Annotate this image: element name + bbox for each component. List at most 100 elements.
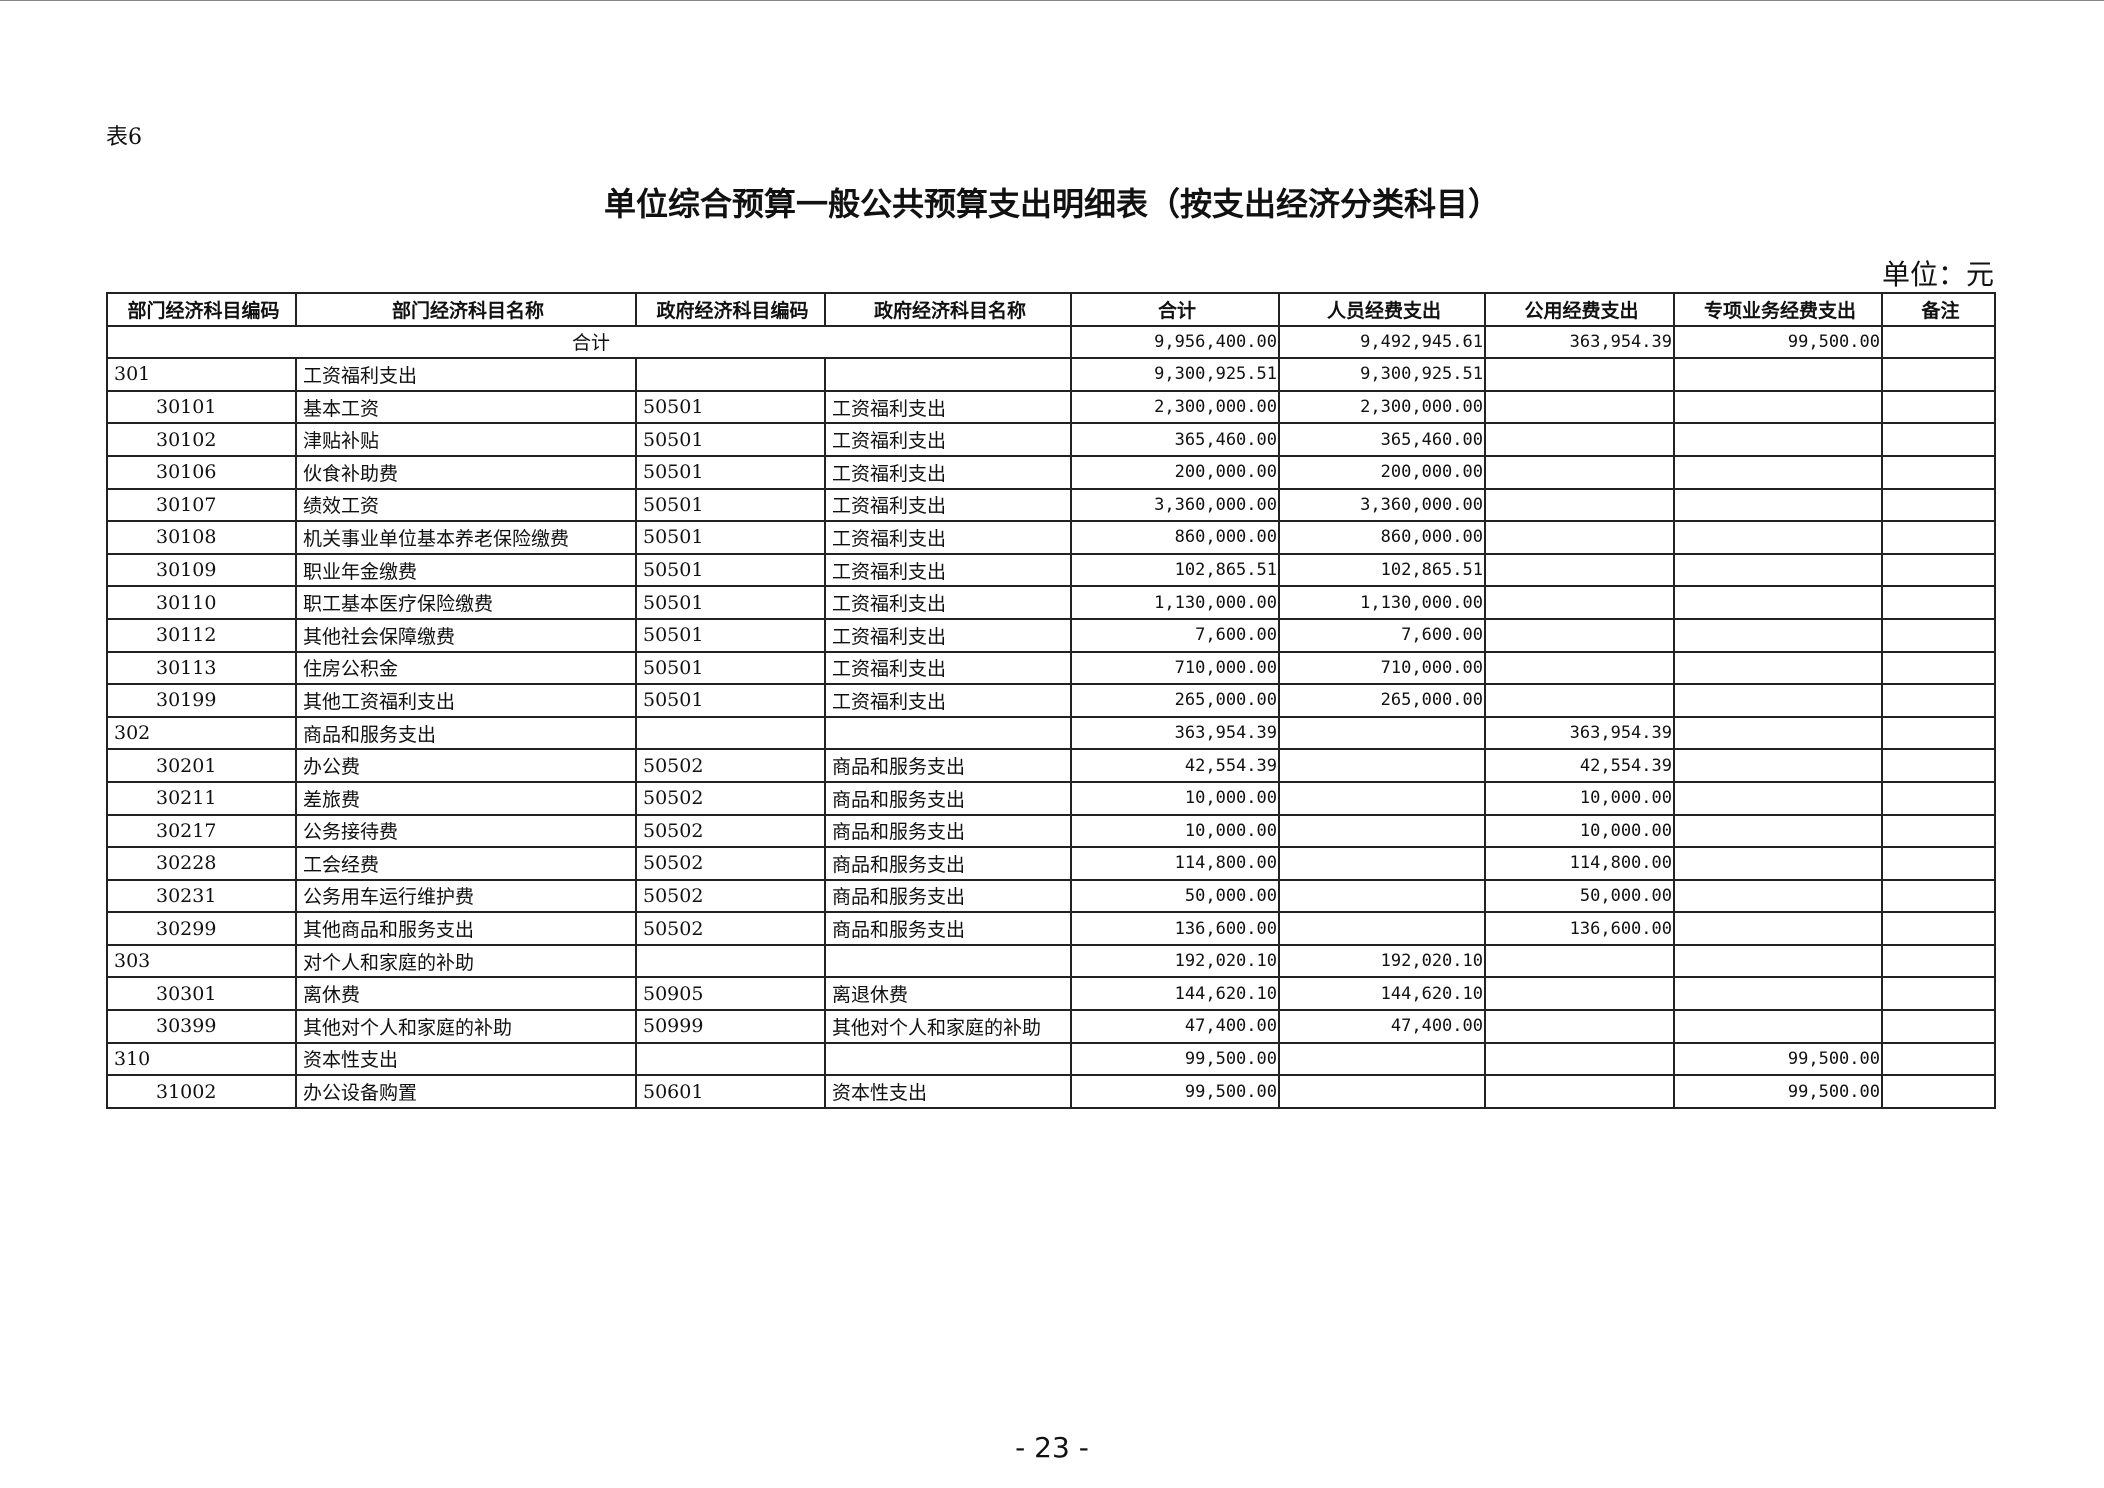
total-row: 合计 9,956,400.00 9,492,945.61 363,954.39 …	[106, 324, 1996, 360]
cell-note	[1881, 846, 1996, 881]
cell-total: 2,300,000.00	[1070, 389, 1280, 425]
cell-note	[1881, 1009, 1996, 1044]
table-row: 30228 工会经费 50502 商品和服务支出 114,800.00 114,800.0…	[106, 846, 1996, 881]
cell-gov-name: 工资福利支出	[824, 389, 1072, 425]
total-public: 363,954.39	[1484, 324, 1675, 360]
cell-note	[1881, 911, 1996, 946]
cell-gov-code: 50502	[635, 748, 826, 783]
cell-dept-name: 住房公积金	[295, 650, 637, 686]
unit-label: 单位：元	[1881, 258, 1994, 291]
cell-public: 10,000.00	[1484, 813, 1675, 849]
cell-dept-code: 30217	[106, 813, 297, 849]
cell-total: 363,954.39	[1070, 715, 1280, 751]
cell-dept-name: 绩效工资	[295, 487, 637, 523]
cell-dept-code: 302	[106, 715, 297, 751]
cell-gov-code: 50501	[635, 650, 826, 686]
cell-total: 365,460.00	[1070, 422, 1280, 457]
cell-note	[1881, 520, 1996, 555]
cell-gov-code	[635, 357, 826, 392]
cell-gov-code: 50502	[635, 911, 826, 946]
cell-public	[1484, 422, 1675, 457]
cell-note	[1881, 422, 1996, 457]
cell-gov-name	[824, 357, 1072, 392]
cell-total: 710,000.00	[1070, 650, 1280, 686]
cell-note	[1881, 1041, 1996, 1077]
cell-gov-name: 商品和服务支出	[824, 846, 1072, 881]
cell-dept-code: 310	[106, 1041, 297, 1077]
cell-personnel: 365,460.00	[1278, 422, 1486, 457]
cell-personnel: 1,130,000.00	[1278, 585, 1486, 620]
cell-personnel	[1278, 1074, 1486, 1109]
cell-gov-code: 50501	[635, 487, 826, 523]
cell-total: 42,554.39	[1070, 748, 1280, 783]
cell-total: 1,130,000.00	[1070, 585, 1280, 620]
cell-special	[1673, 552, 1883, 588]
cell-dept-name: 离休费	[295, 976, 637, 1012]
table-row: 30231 公务用车运行维护费 50502 商品和服务支出 50,000.00 50,00…	[106, 878, 1996, 914]
cell-gov-name: 离退休费	[824, 976, 1072, 1012]
cell-gov-code: 50501	[635, 389, 826, 425]
cell-personnel	[1278, 878, 1486, 914]
cell-public: 50,000.00	[1484, 878, 1675, 914]
cell-dept-code: 30102	[106, 422, 297, 457]
table-row: 301 工资福利支出 9,300,925.51 9,300,925.51	[106, 357, 1996, 392]
cell-gov-code: 50502	[635, 813, 826, 849]
cell-gov-name: 商品和服务支出	[824, 813, 1072, 849]
cell-dept-name: 对个人和家庭的补助	[295, 943, 637, 979]
cell-personnel: 265,000.00	[1278, 683, 1486, 718]
cell-total: 99,500.00	[1070, 1074, 1280, 1109]
table-row: 30217 公务接待费 50502 商品和服务支出 10,000.00 10,000.00	[106, 813, 1996, 849]
cell-public: 42,554.39	[1484, 748, 1675, 783]
cell-dept-name: 工资福利支出	[295, 357, 637, 392]
total-personnel: 9,492,945.61	[1278, 324, 1486, 360]
cell-total: 265,000.00	[1070, 683, 1280, 718]
cell-note	[1881, 976, 1996, 1012]
cell-note	[1881, 683, 1996, 718]
cell-dept-name: 职业年金缴费	[295, 552, 637, 588]
cell-gov-name: 工资福利支出	[824, 487, 1072, 523]
table-row: 310 资本性支出 99,500.00 99,500.00	[106, 1041, 1996, 1077]
cell-special	[1673, 1009, 1883, 1044]
cell-public	[1484, 454, 1675, 490]
cell-total: 102,865.51	[1070, 552, 1280, 588]
cell-total: 200,000.00	[1070, 454, 1280, 490]
cell-personnel	[1278, 780, 1486, 816]
cell-public: 363,954.39	[1484, 715, 1675, 751]
cell-special	[1673, 585, 1883, 620]
budget-table: 部门经济科目编码 部门经济科目名称 政府经济科目编码 政府经济科目名称 合计 人…	[106, 292, 1996, 1109]
cell-gov-name: 工资福利支出	[824, 520, 1072, 555]
table-number: 表6	[106, 125, 142, 150]
cell-gov-code: 50501	[635, 617, 826, 653]
header-public: 公用经费支出	[1484, 292, 1675, 327]
cell-gov-code: 50501	[635, 552, 826, 588]
cell-special	[1673, 422, 1883, 457]
cell-gov-code	[635, 943, 826, 979]
cell-total: 47,400.00	[1070, 1009, 1280, 1044]
cell-dept-name: 公务用车运行维护费	[295, 878, 637, 914]
table-row: 30211 差旅费 50502 商品和服务支出 10,000.00 10,000.00	[106, 780, 1996, 816]
cell-note	[1881, 943, 1996, 979]
cell-total: 3,360,000.00	[1070, 487, 1280, 523]
cell-gov-name: 工资福利支出	[824, 585, 1072, 620]
cell-public	[1484, 976, 1675, 1012]
table-row: 30299 其他商品和服务支出 50502 商品和服务支出 136,600.00 136,…	[106, 911, 1996, 946]
cell-personnel: 47,400.00	[1278, 1009, 1486, 1044]
header-total: 合计	[1070, 292, 1280, 327]
cell-gov-code: 50501	[635, 683, 826, 718]
table-row: 30102 津贴补贴 50501 工资福利支出 365,460.00 365,460.00	[106, 422, 1996, 457]
cell-personnel	[1278, 911, 1486, 946]
cell-note	[1881, 585, 1996, 620]
cell-dept-name: 公务接待费	[295, 813, 637, 849]
cell-dept-code: 30201	[106, 748, 297, 783]
cell-public	[1484, 552, 1675, 588]
cell-personnel	[1278, 715, 1486, 751]
cell-gov-name	[824, 943, 1072, 979]
cell-public	[1484, 1041, 1675, 1077]
cell-personnel: 9,300,925.51	[1278, 357, 1486, 392]
cell-special	[1673, 715, 1883, 751]
cell-special	[1673, 780, 1883, 816]
cell-personnel: 710,000.00	[1278, 650, 1486, 686]
cell-gov-code	[635, 715, 826, 751]
cell-public	[1484, 1074, 1675, 1109]
cell-personnel: 3,360,000.00	[1278, 487, 1486, 523]
